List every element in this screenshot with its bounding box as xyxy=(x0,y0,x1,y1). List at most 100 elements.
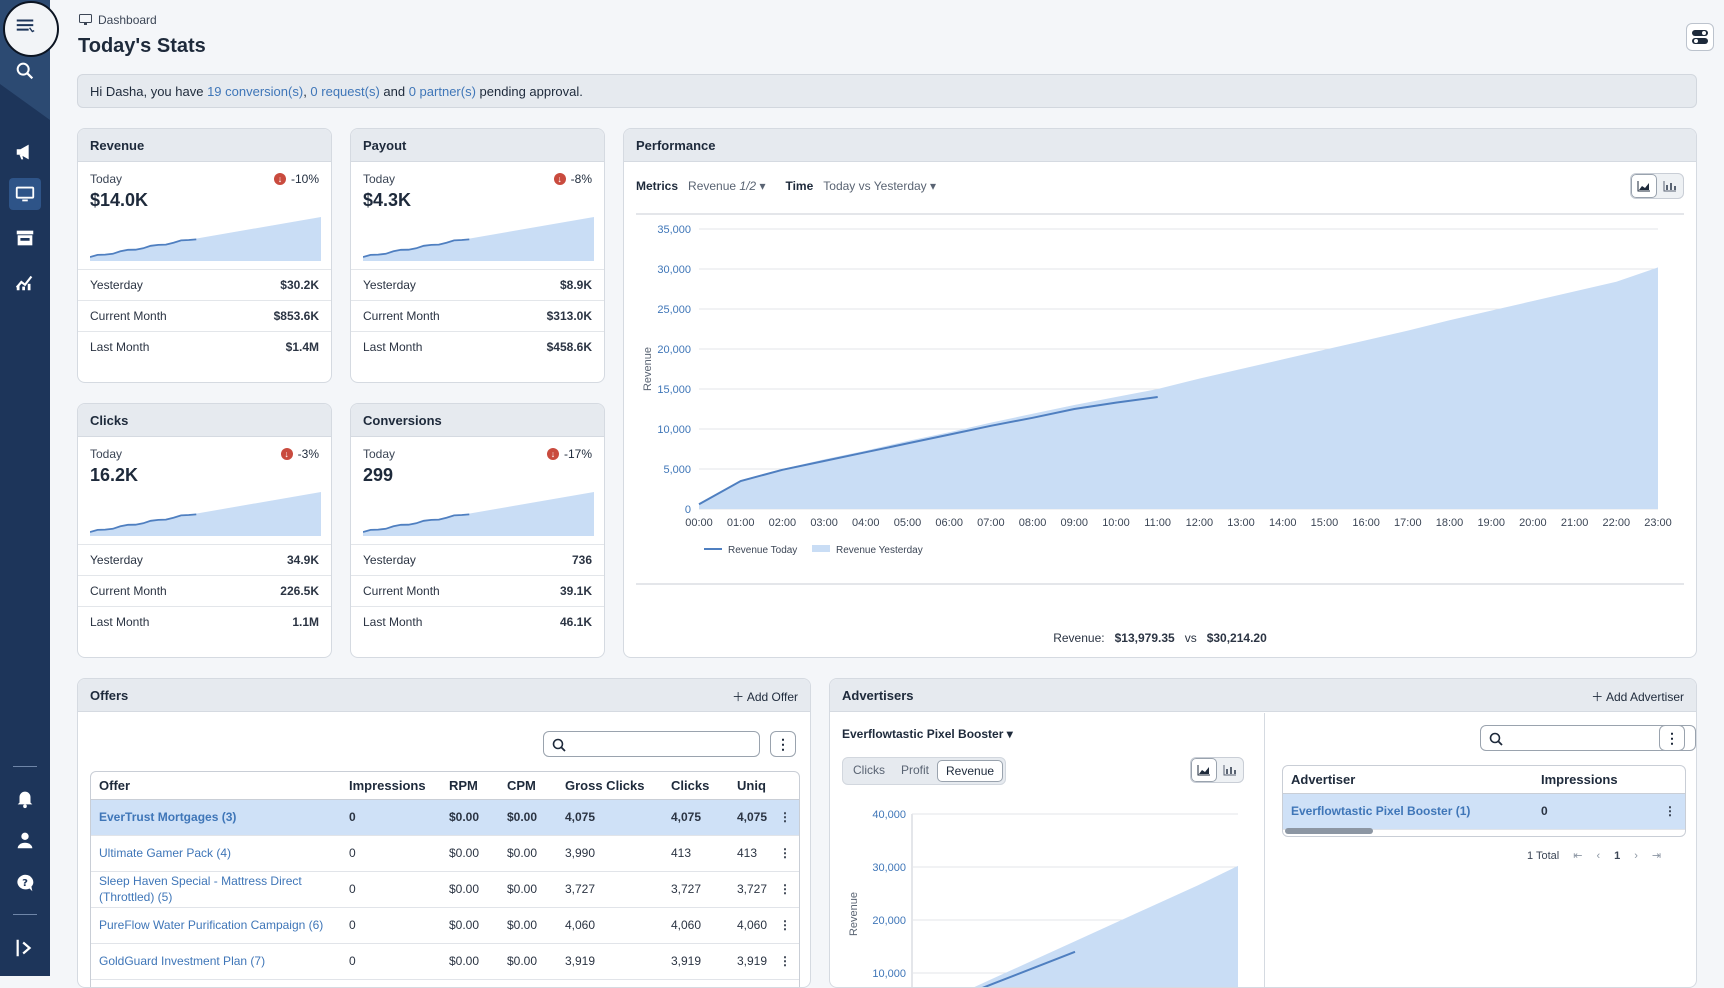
offers-search-input[interactable] xyxy=(543,731,760,757)
horizontal-scrollbar[interactable] xyxy=(1285,828,1373,834)
series-revenue-yesterday xyxy=(974,865,1238,987)
table-row[interactable]: EverTrust Mortgages (3) 0 $0.00 $0.00 4,075 4… xyxy=(91,799,799,836)
advertiser-select[interactable]: Everflowtastic Pixel Booster ▾ xyxy=(842,727,1013,741)
add-offer-button[interactable]: ＋ Add Offer xyxy=(732,690,798,704)
dashboard-monitor-icon[interactable] xyxy=(9,178,41,210)
advertisers-table: Advertiser Impressions Everflowtastic Pix… xyxy=(1282,765,1686,837)
column-header[interactable]: Offer xyxy=(91,772,341,800)
legend-today-label[interactable]: Revenue Today xyxy=(728,545,797,556)
bar-chart-icon[interactable] xyxy=(1217,758,1243,782)
x-tick-label: 01:00 xyxy=(727,517,755,529)
table-row[interactable]: GoldGuard Investment Plan (7) 0 $0.00 $0.00… xyxy=(91,943,799,980)
summary-today-value: $13,979.35 xyxy=(1114,631,1175,645)
offer-name-link[interactable]: Ultimate Gamer Pack (4) xyxy=(91,835,341,872)
change-badge: ↓ -8% xyxy=(553,172,592,186)
stat-value: $4.3K xyxy=(363,190,412,210)
column-header[interactable]: Impressions xyxy=(1533,766,1633,794)
breadcrumb[interactable]: Dashboard xyxy=(79,13,157,27)
column-header[interactable]: Advertiser xyxy=(1283,766,1533,794)
prev-page-icon[interactable]: ‹ xyxy=(1596,849,1601,862)
row-actions-button[interactable]: ⋮ xyxy=(771,943,799,980)
table-cell: $0.00 xyxy=(441,871,499,908)
next-page-icon[interactable]: › xyxy=(1634,849,1638,862)
expand-sidebar-icon[interactable] xyxy=(9,932,41,964)
offers-more-button[interactable]: ⋮ xyxy=(770,731,796,757)
area-chart-icon[interactable] xyxy=(1191,758,1217,782)
row-actions-button[interactable]: ⋮ xyxy=(1655,793,1685,830)
stat-row-label: Last Month xyxy=(363,340,423,354)
advertiser-name-link[interactable]: Everflowtastic Pixel Booster (1) xyxy=(1283,793,1533,830)
partners-link[interactable]: 0 partner(s) xyxy=(408,84,476,99)
column-header[interactable]: RPM xyxy=(441,772,499,800)
stat-value: 299 xyxy=(363,465,394,485)
summary-yesterday-value: $30,214.20 xyxy=(1206,631,1267,645)
column-header[interactable]: CPM xyxy=(499,772,557,800)
table-cell: 3,919 xyxy=(729,943,771,980)
column-header[interactable]: Clicks xyxy=(663,772,729,800)
stat-card-body: Today ↓ -10% $14.0K xyxy=(78,162,331,261)
current-page[interactable]: 1 xyxy=(1614,849,1621,862)
time-dropdown[interactable]: Today vs Yesterday ▾ xyxy=(823,179,936,193)
last-page-icon[interactable]: ⇥ xyxy=(1651,850,1662,862)
tab-clicks[interactable]: Clicks xyxy=(853,763,885,777)
column-header[interactable]: Gross Clicks xyxy=(557,772,663,800)
legend-yesterday-label[interactable]: Revenue Yesterday xyxy=(836,545,923,556)
storefront-icon[interactable] xyxy=(9,222,41,254)
x-tick-label: 03:00 xyxy=(810,517,838,529)
requests-link[interactable]: 0 request(s) xyxy=(310,84,380,99)
bell-icon[interactable] xyxy=(9,782,41,814)
stat-row: Last Month $1.4M xyxy=(78,331,331,362)
sidebar: ? xyxy=(0,0,59,976)
offer-name-link[interactable]: Sleep Haven Special - Mattress Direct (T… xyxy=(91,871,341,908)
table-cell: 413 xyxy=(729,835,771,872)
table-cell: $0.00 xyxy=(441,907,499,944)
sparkline xyxy=(363,492,594,536)
table-row[interactable]: Everflowtastic Pixel Booster (1) 0 ⋮ xyxy=(1283,793,1685,830)
x-tick-label: 12:00 xyxy=(1186,517,1214,529)
offers-card: Offers ＋ Add Offer ⋮ Offer Impressions RPM… xyxy=(77,678,811,988)
menu-icon[interactable] xyxy=(9,10,41,42)
row-actions-button[interactable]: ⋮ xyxy=(771,799,799,836)
offer-name-link[interactable]: PureFlow Water Purification Campaign (6) xyxy=(91,907,341,944)
megaphone-icon[interactable] xyxy=(9,136,41,168)
offer-name-link[interactable]: GoldGuard Investment Plan (7) xyxy=(91,943,341,980)
table-cell: 0 xyxy=(341,943,441,980)
stat-row-value: $30.2K xyxy=(280,278,319,292)
y-tick-label: 25,000 xyxy=(657,304,691,316)
row-actions-button[interactable]: ⋮ xyxy=(771,907,799,944)
metrics-dropdown[interactable]: Revenue 1/2 ▾ xyxy=(688,179,765,193)
row-actions-button[interactable]: ⋮ xyxy=(771,871,799,908)
column-header[interactable]: Impressions xyxy=(341,772,441,800)
add-advertiser-label: Add Advertiser xyxy=(1605,690,1684,704)
first-page-icon[interactable]: ⇤ xyxy=(1573,850,1583,862)
stat-card-body: Today ↓ -17% 299 xyxy=(351,437,604,536)
bar-chart-icon[interactable] xyxy=(1657,174,1683,198)
analytics-icon[interactable] xyxy=(9,266,41,298)
table-row[interactable]: Ultimate Gamer Pack (4) 0 $0.00 $0.00 3,990 4… xyxy=(91,835,799,872)
stat-row-value: 1.1M xyxy=(292,615,319,629)
stat-row-label: Current Month xyxy=(90,309,167,323)
x-tick-label: 21:00 xyxy=(1561,517,1589,529)
help-icon[interactable]: ? xyxy=(9,867,41,899)
offer-name-link[interactable]: EverTrust Mortgages (3) xyxy=(91,799,341,836)
search-icon[interactable] xyxy=(9,55,41,87)
add-advertiser-button[interactable]: ＋ Add Advertiser xyxy=(1591,690,1684,704)
user-icon[interactable] xyxy=(9,824,41,856)
layout-toggle-button[interactable] xyxy=(1686,23,1714,51)
tab-profit[interactable]: Profit xyxy=(901,763,930,777)
conversions-link[interactable]: 19 conversion(s) xyxy=(207,84,304,99)
area-chart-icon[interactable] xyxy=(1631,174,1657,198)
x-tick-label: 20:00 xyxy=(1519,517,1547,529)
row-actions-button[interactable]: ⋮ xyxy=(771,835,799,872)
stat-row-value: 34.9K xyxy=(286,553,319,567)
x-tick-label: 07:00 xyxy=(977,517,1005,529)
column-header[interactable]: Uniq xyxy=(729,772,771,800)
x-tick-label: 14:00 xyxy=(1269,517,1297,529)
banner-text: , xyxy=(303,84,311,99)
advertisers-more-button[interactable]: ⋮ xyxy=(1659,725,1685,751)
table-cell: 0 xyxy=(341,835,441,872)
x-tick-label: 04:00 xyxy=(852,517,880,529)
tab-revenue[interactable]: Revenue xyxy=(937,760,1004,782)
table-row[interactable]: PureFlow Water Purification Campaign (6)… xyxy=(91,907,799,944)
table-row[interactable]: Sleep Haven Special - Mattress Direct (T… xyxy=(91,871,799,908)
